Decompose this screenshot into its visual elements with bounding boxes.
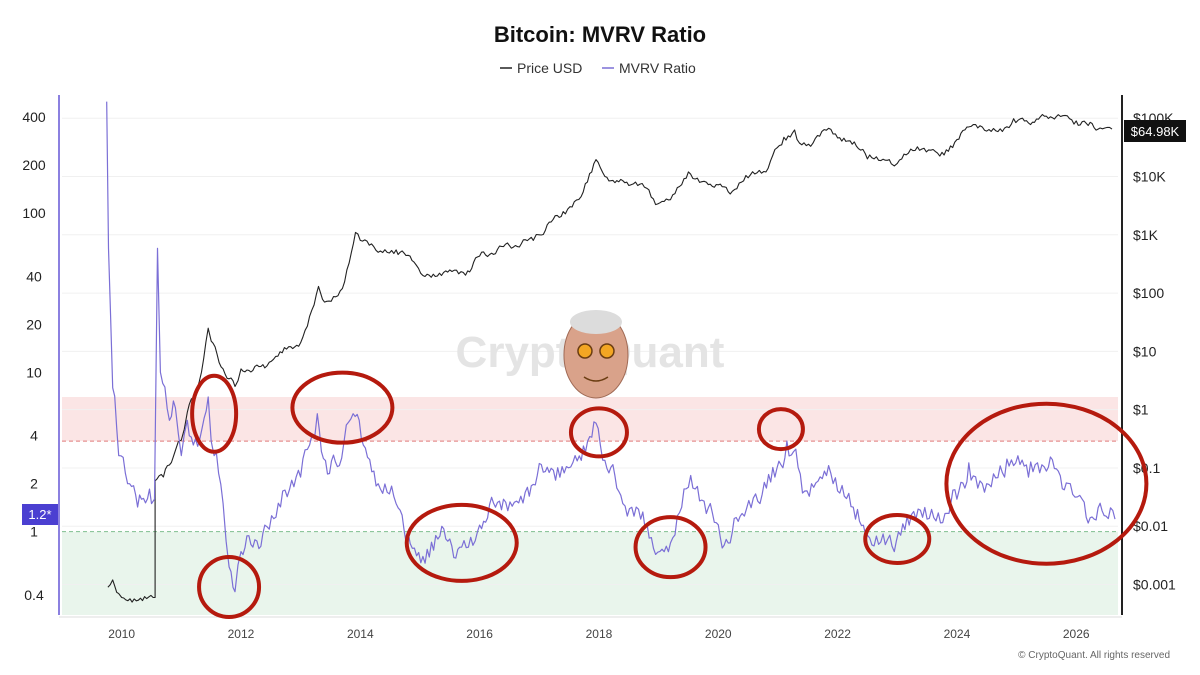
left-tick-label-2: 2: [30, 476, 38, 492]
right-tick-label-7: $10K: [1133, 168, 1166, 184]
left-tick-label-4: 10: [26, 364, 42, 380]
left-tick-label-9: 400: [22, 109, 46, 125]
right-tick-label-6: $1K: [1133, 227, 1159, 243]
annotation-circle-6: [756, 407, 805, 452]
annotation-circle-0: [190, 373, 239, 454]
chart-title: Bitcoin: MVRV Ratio: [494, 22, 706, 47]
x-tick-label-0: 2010: [108, 627, 135, 641]
undervalued-zone: [62, 531, 1118, 615]
x-tick-label-6: 2022: [824, 627, 851, 641]
current-price-box: [1124, 120, 1186, 142]
annotation-circle-7: [863, 512, 932, 565]
left-tick-label-8: 200: [22, 157, 46, 173]
x-tick-label-8: 2026: [1063, 627, 1090, 641]
overvalued-zone: [62, 397, 1118, 442]
zones-layer: [62, 397, 1118, 615]
annotation-circle-8: [944, 401, 1149, 566]
legend-label-mvrv: MVRV Ratio: [619, 60, 696, 76]
annotation-circle-5: [633, 515, 708, 580]
face-hair: [569, 310, 622, 334]
series-layer: [106, 101, 1116, 603]
cartoon-face-icon: [563, 310, 629, 399]
right-tick-label-4: $10: [1133, 343, 1157, 359]
left-tick-label-0: 0.4: [24, 587, 44, 603]
annotation-circle-2: [290, 370, 395, 445]
left-tick-label-3: 4: [30, 428, 38, 444]
face-mouth: [583, 376, 609, 382]
annotation-circle-1: [197, 554, 262, 619]
annotation-circle-3: [404, 502, 519, 583]
mvrv-line: [106, 101, 1116, 593]
current-mvrv-box: [22, 504, 58, 525]
current-price-text: $64.98K: [1131, 124, 1180, 139]
left-tick-label-5: 20: [26, 316, 42, 332]
x-tick-label-1: 2012: [228, 627, 255, 641]
legend-label-price: Price USD: [517, 60, 582, 76]
x-tick-label-7: 2024: [944, 627, 971, 641]
annotation-circle-4: [568, 406, 629, 459]
left-tick-label-6: 40: [26, 268, 42, 284]
right-tick-label-2: $0.1: [1133, 460, 1160, 476]
x-tick-label-4: 2018: [586, 627, 613, 641]
left-tick-label-1: 1: [30, 524, 38, 540]
current-mvrv-text: 1.2*: [28, 507, 51, 522]
left-tick-label-7: 100: [22, 205, 46, 221]
copyright: © CryptoQuant. All rights reserved: [1018, 650, 1170, 661]
x-tick-label-3: 2016: [466, 627, 493, 641]
face-eye-right: [599, 343, 615, 359]
right-tick-label-5: $100: [1133, 285, 1164, 301]
right-tick-label-1: $0.01: [1133, 518, 1168, 534]
x-tick-label-2: 2014: [347, 627, 374, 641]
current-price-label: $64.98K: [1124, 120, 1186, 142]
price-line: [107, 113, 1113, 603]
face-eye-left: [577, 343, 593, 359]
right-tick-label-3: $1: [1133, 402, 1149, 418]
right-tick-label-0: $0.001: [1133, 577, 1176, 593]
annotations-layer: [190, 310, 1149, 619]
legend: Price USD MVRV Ratio: [500, 60, 696, 76]
current-mvrv-label: 1.2*: [22, 504, 58, 525]
x-tick-label-5: 2020: [705, 627, 732, 641]
